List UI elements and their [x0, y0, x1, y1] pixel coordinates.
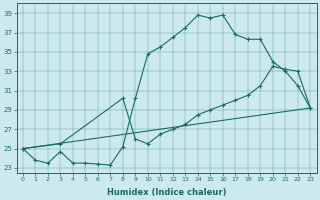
X-axis label: Humidex (Indice chaleur): Humidex (Indice chaleur): [107, 188, 226, 197]
